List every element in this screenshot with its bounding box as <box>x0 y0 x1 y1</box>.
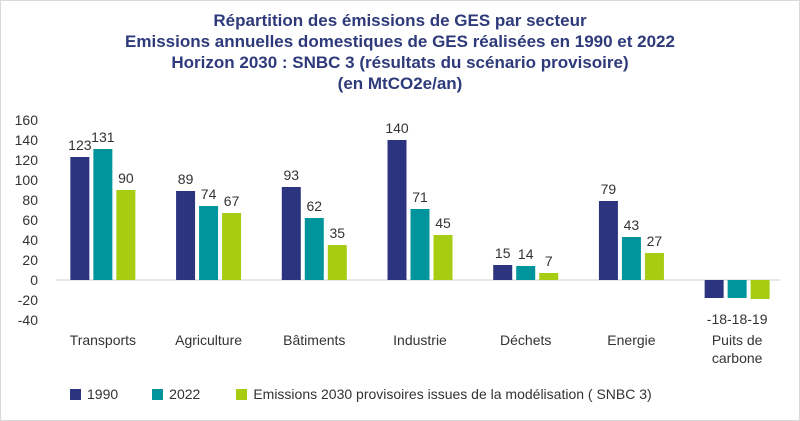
category-label: Industrie <box>393 332 447 348</box>
data-label: 35 <box>329 225 345 241</box>
bar-Emissions-agriculture <box>222 213 242 280</box>
chart-subtitle-2: Horizon 2030 : SNBC 3 (résultats du scén… <box>171 53 629 72</box>
legend-item-2030: Emissions 2030 provisoires issues de la … <box>236 386 652 402</box>
data-label: 89 <box>178 171 194 187</box>
bar-2022-déchets <box>516 266 536 280</box>
chart-subtitle-1: Emissions annuelles domestiques de GES r… <box>125 32 675 51</box>
data-label: 45 <box>435 215 451 231</box>
bar-2022-agriculture <box>199 206 219 280</box>
y-tick-label: 160 <box>15 112 39 128</box>
bar-1990-déchets <box>493 265 513 280</box>
legend-swatch-1990 <box>70 388 81 400</box>
bar-1990-bâtiments <box>281 187 301 280</box>
data-label: 15 <box>495 245 511 261</box>
bar-Emissions-puits-de-carbone <box>750 280 770 299</box>
y-tick-label: 0 <box>30 272 38 288</box>
legend-swatch-2030 <box>236 388 248 400</box>
bar-Emissions-déchets <box>539 273 559 280</box>
data-label: 67 <box>224 193 240 209</box>
legend-item-2022: 2022 <box>152 386 200 402</box>
bar-1990-energie <box>598 201 618 280</box>
data-label: 90 <box>118 170 134 186</box>
category-label: Transports <box>70 332 136 348</box>
y-tick-label: -40 <box>18 312 38 328</box>
bar-1990-puits-de-carbone <box>704 280 724 298</box>
category-label: Bâtiments <box>283 332 345 348</box>
data-label: 79 <box>601 181 617 197</box>
chart-title-block: Répartition des émissions de GES par sec… <box>0 10 800 94</box>
y-tick-label: -20 <box>18 292 38 308</box>
bar-2022-puits-de-carbone <box>727 280 747 298</box>
bar-2022-bâtiments <box>304 218 324 280</box>
legend-label-1990: 1990 <box>87 386 119 402</box>
y-tick-label: 40 <box>22 232 38 248</box>
chart-legend: 1990 2022 Emissions 2030 provisoires iss… <box>70 386 674 402</box>
data-label: 74 <box>201 186 217 202</box>
data-label: 14 <box>518 246 534 262</box>
y-tick-label: 60 <box>22 212 38 228</box>
legend-swatch-2022 <box>152 388 164 400</box>
y-tick-label: 20 <box>22 252 38 268</box>
bar-Emissions-energie <box>644 253 664 280</box>
y-tick-label: 80 <box>22 192 38 208</box>
category-label: Energie <box>607 332 655 348</box>
y-tick-label: 120 <box>15 152 39 168</box>
bar-1990-transports <box>70 157 90 280</box>
legend-label-2030: Emissions 2030 provisoires issues de la … <box>253 386 652 402</box>
bar-Emissions-bâtiments <box>327 245 347 280</box>
data-label: 27 <box>647 233 663 249</box>
y-tick-label: 140 <box>15 132 39 148</box>
data-label: 71 <box>412 189 428 205</box>
category-label-line2: carbone <box>712 350 763 366</box>
bar-2022-industrie <box>410 209 430 280</box>
data-label: -18-18-19 <box>707 311 768 327</box>
bar-1990-agriculture <box>176 191 196 280</box>
category-label: Agriculture <box>175 332 242 348</box>
data-label: 43 <box>624 217 640 233</box>
legend-item-1990: 1990 <box>70 386 118 402</box>
bar-Emissions-industrie <box>433 235 453 280</box>
category-label: Puits de <box>712 332 763 348</box>
data-label: 93 <box>283 167 299 183</box>
chart-subtitle-3: (en MtCO2e/an) <box>337 74 463 93</box>
bar-1990-industrie <box>387 140 407 280</box>
bar-2022-energie <box>621 237 641 280</box>
data-label: 131 <box>91 129 115 145</box>
bar-2022-transports <box>93 149 113 280</box>
data-label: 123 <box>68 137 92 153</box>
bar-Emissions-transports <box>116 190 136 280</box>
data-label: 140 <box>385 120 409 136</box>
category-label: Déchets <box>500 332 551 348</box>
y-tick-label: 100 <box>15 172 39 188</box>
chart-title: Répartition des émissions de GES par sec… <box>213 11 587 30</box>
data-label: 7 <box>545 253 553 269</box>
data-label: 62 <box>306 198 322 214</box>
legend-label-2022: 2022 <box>169 386 201 402</box>
